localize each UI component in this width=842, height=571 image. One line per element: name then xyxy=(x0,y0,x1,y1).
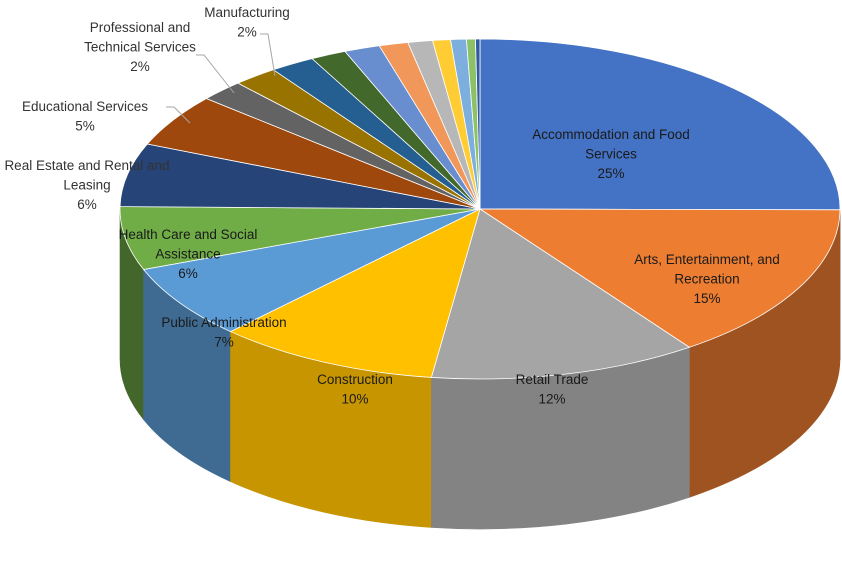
data-label-line: 25% xyxy=(597,166,624,181)
data-label-0: Accommodation and Food Services 25% xyxy=(532,127,690,181)
data-label-2: Retail Trade 12% xyxy=(516,372,589,407)
pie-slices xyxy=(119,38,841,380)
data-labels: Accommodation and Food Services 25% Arts, E… xyxy=(4,5,779,407)
data-label-line: Arts, Entertainment, and xyxy=(634,252,780,267)
pie-slice-6 xyxy=(119,143,481,210)
data-label-line: 15% xyxy=(693,291,720,306)
data-label-line: Public Administration xyxy=(161,315,286,330)
data-label-line: Real Estate and Rental and xyxy=(4,158,169,173)
data-label-8: Professional and Technical Services 2% xyxy=(84,20,196,74)
data-label-line: 2% xyxy=(237,25,257,40)
data-label-line: Recreation xyxy=(674,272,739,287)
data-label-line: 7% xyxy=(214,335,234,350)
data-label-line: Health Care and Social xyxy=(119,227,258,242)
leader-line-7 xyxy=(166,106,191,124)
pie-slice-2 xyxy=(430,208,691,380)
data-label-line: Assistance xyxy=(155,247,220,262)
data-label-line: 10% xyxy=(341,392,368,407)
data-label-line: Construction xyxy=(317,372,393,387)
pie-slice-4 xyxy=(142,208,481,332)
data-label-line: 6% xyxy=(178,266,198,281)
data-label-line: 2% xyxy=(130,59,150,74)
data-label-line: Retail Trade xyxy=(516,372,589,387)
leader-lines xyxy=(166,33,276,124)
pie-slice-18 xyxy=(475,38,481,210)
data-label-9: Manufacturing 2% xyxy=(204,5,290,40)
data-label-7: Educational Services 5% xyxy=(22,99,148,134)
data-label-5: Health Care and Social Assistance 6% xyxy=(119,227,258,281)
data-label-line: 6% xyxy=(77,197,97,212)
data-label-6: Real Estate and Rental and Leasing 6% xyxy=(4,158,169,212)
data-label-line: Leasing xyxy=(63,178,110,193)
pie-slice-1 xyxy=(478,208,841,348)
data-label-line: Professional and xyxy=(90,20,191,35)
data-label-1: Arts, Entertainment, and Recreation 15% xyxy=(634,252,780,306)
pie-slice-3 xyxy=(229,208,481,378)
pie-slice-0 xyxy=(479,38,841,211)
data-label-line: Manufacturing xyxy=(204,5,290,20)
data-label-line: Accommodation and Food xyxy=(532,127,690,142)
pie-sides xyxy=(119,208,841,530)
data-label-4: Public Administration 7% xyxy=(161,315,286,350)
pie-slice-5 xyxy=(119,206,481,270)
data-label-line: Educational Services xyxy=(22,99,148,114)
data-label-line: 5% xyxy=(75,119,95,134)
data-label-line: 12% xyxy=(538,392,565,407)
leader-line-9 xyxy=(260,33,276,77)
data-label-line: Services xyxy=(585,147,637,162)
data-label-line: Technical Services xyxy=(84,40,196,55)
data-label-3: Construction 10% xyxy=(317,372,393,407)
leader-line-8 xyxy=(196,54,235,94)
